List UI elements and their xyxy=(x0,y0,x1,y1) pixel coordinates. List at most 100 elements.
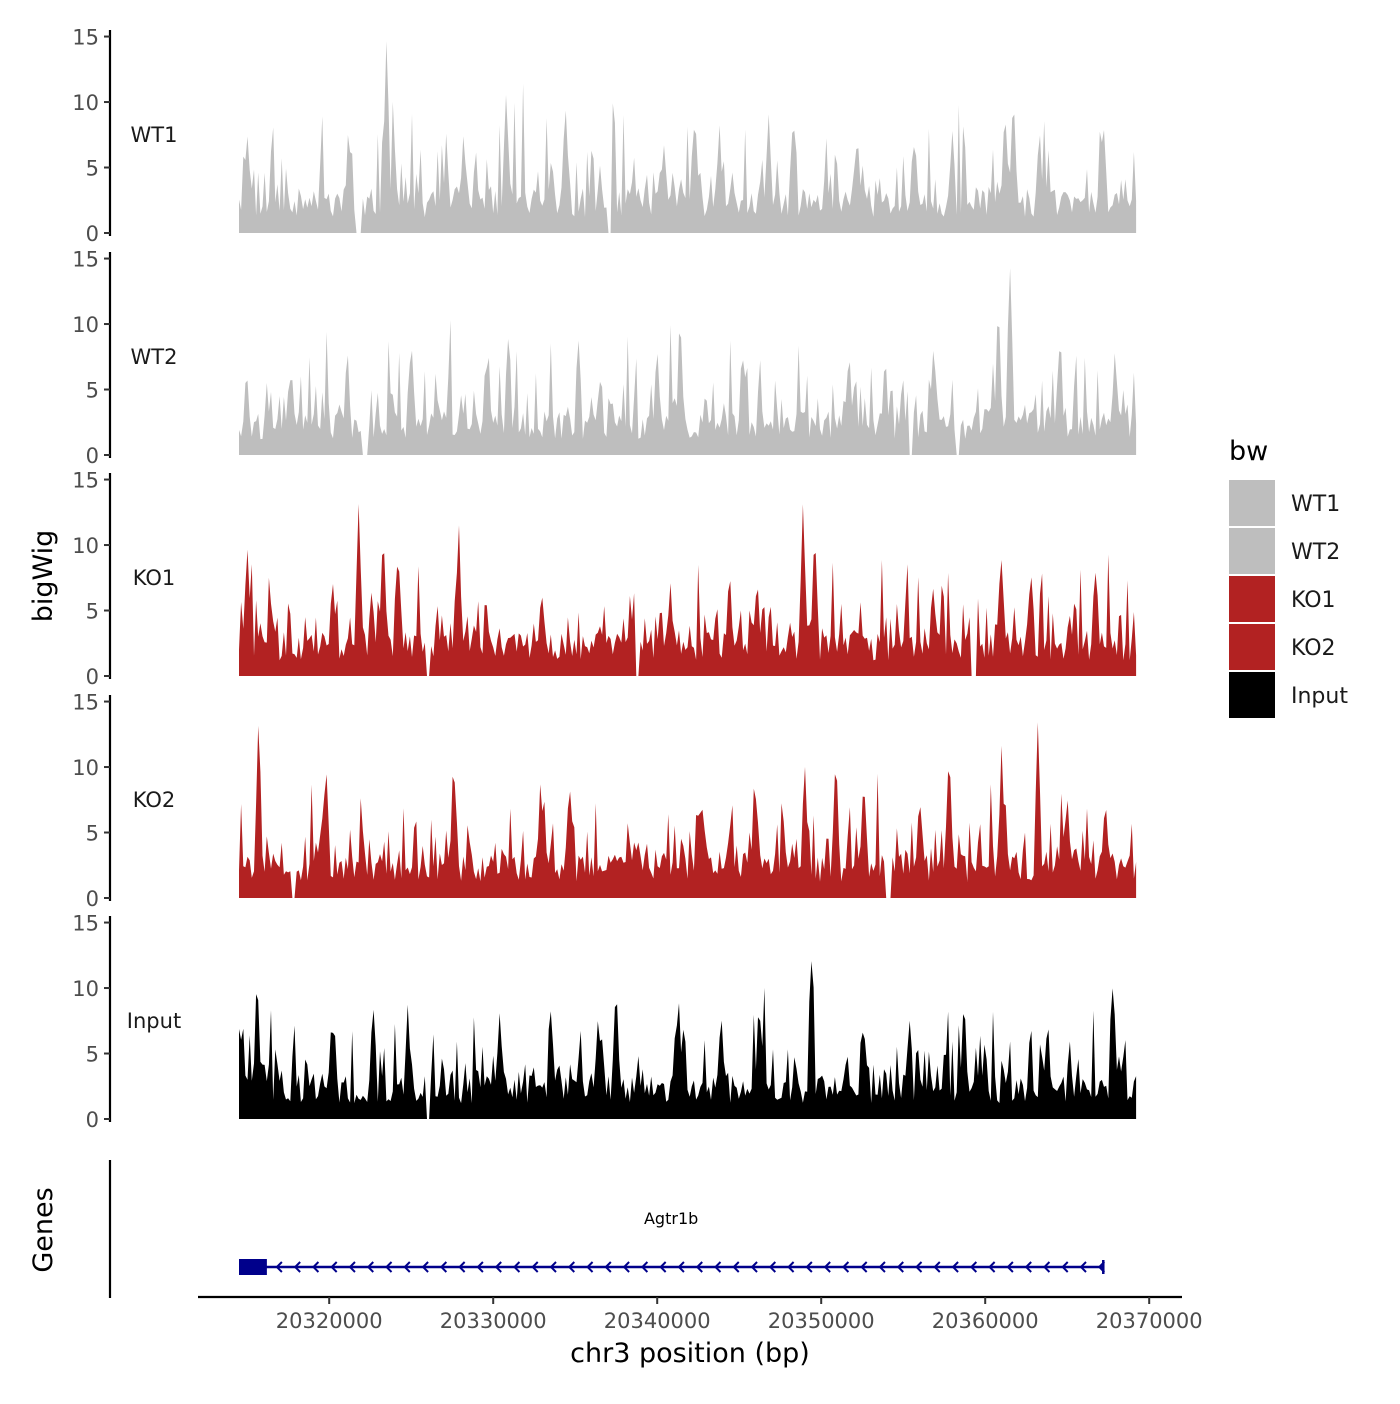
y-tick-label: 15 xyxy=(72,248,99,272)
strand-arrow xyxy=(933,1261,941,1273)
x-tick-label: 20330000 xyxy=(440,1309,547,1333)
legend-title: bw xyxy=(1229,436,1268,467)
y-tick-label: 15 xyxy=(72,469,99,493)
strand-arrow xyxy=(823,1261,831,1273)
x-tick-label: 20320000 xyxy=(276,1309,383,1333)
strand-arrow xyxy=(458,1261,466,1273)
genes-panel: Genes Agtr1b xyxy=(28,1160,1105,1298)
strand-arrow xyxy=(622,1261,630,1273)
strand-arrow xyxy=(549,1261,557,1273)
strand-arrow xyxy=(878,1261,886,1273)
strand-arrow xyxy=(330,1261,338,1273)
strand-arrow xyxy=(732,1261,740,1273)
strand-arrow xyxy=(750,1261,758,1273)
legend: bw WT1 WT2 KO1 KO2 Input xyxy=(1229,436,1348,718)
strand-arrow xyxy=(366,1261,374,1273)
y-tick-label: 5 xyxy=(86,1043,99,1067)
track-label: KO2 xyxy=(133,788,176,812)
y-tick-label: 0 xyxy=(86,887,99,911)
strand-arrow xyxy=(695,1261,703,1273)
strand-arrow xyxy=(896,1261,904,1273)
strand-arrow xyxy=(1043,1261,1051,1273)
y-tick-label: 15 xyxy=(72,691,99,715)
track-panel-wt2: 0 5 10 15 WT2 xyxy=(72,248,1137,468)
track-label: KO1 xyxy=(133,566,176,590)
strand-arrow xyxy=(1079,1261,1087,1273)
x-tick-label: 20340000 xyxy=(604,1309,711,1333)
strand-arrow xyxy=(969,1261,978,1273)
strand-arrow xyxy=(805,1261,813,1273)
strand-arrow xyxy=(1061,1261,1069,1273)
strand-arrow xyxy=(476,1261,484,1273)
legend-label: KO2 xyxy=(1291,636,1336,661)
legend-swatch-ko2 xyxy=(1229,624,1275,670)
y-tick-label: 10 xyxy=(72,313,99,337)
track-panel-wt1: 0 5 10 15 WT1 xyxy=(72,26,1137,246)
y-axis-title: bigWig xyxy=(28,530,59,623)
x-axis: 20320000 20330000 20340000 20350000 20360000… xyxy=(198,1295,1203,1333)
x-tick-label: 20370000 xyxy=(1096,1309,1203,1333)
legend-label: Input xyxy=(1291,684,1348,709)
legend-swatch-wt1 xyxy=(1229,480,1275,526)
strand-arrow xyxy=(312,1261,320,1273)
strand-arrow xyxy=(714,1261,722,1273)
strand-arrow xyxy=(787,1261,795,1273)
strand-arrow xyxy=(385,1261,393,1273)
legend-swatch-input xyxy=(1229,672,1275,718)
y-tick-label: 10 xyxy=(72,756,99,780)
strand-arrow xyxy=(275,1261,283,1273)
strand-arrow xyxy=(586,1261,594,1273)
strand-arrow xyxy=(659,1261,667,1273)
strand-arrow xyxy=(1024,1261,1032,1273)
strand-arrow xyxy=(768,1261,777,1273)
legend-label: WT1 xyxy=(1291,492,1340,517)
y-tick-label: 10 xyxy=(72,91,99,115)
y-tick-label: 10 xyxy=(72,977,99,1001)
gene-name-label: Agtr1b xyxy=(644,1209,698,1228)
strand-arrow xyxy=(403,1261,411,1273)
strand-arrow xyxy=(988,1261,996,1273)
y-tick-label: 0 xyxy=(86,222,99,246)
coverage-area-wt2 xyxy=(239,268,1137,455)
strand-arrow xyxy=(860,1261,868,1273)
legend-label: WT2 xyxy=(1291,540,1340,565)
track-label: WT2 xyxy=(131,345,178,369)
x-tick-label: 20350000 xyxy=(768,1309,875,1333)
strand-arrow xyxy=(951,1261,959,1273)
y-tick-label: 5 xyxy=(86,157,99,181)
track-label: WT1 xyxy=(131,123,178,147)
strand-arrow xyxy=(1006,1261,1014,1273)
strand-arrow xyxy=(915,1261,923,1273)
strand-arrow xyxy=(567,1261,575,1273)
x-tick-label: 20360000 xyxy=(932,1309,1039,1333)
legend-swatch-wt2 xyxy=(1229,528,1275,574)
strand-arrow xyxy=(439,1261,448,1273)
y-tick-label: 15 xyxy=(72,26,99,50)
legend-label: KO1 xyxy=(1291,588,1336,613)
strand-arrow xyxy=(513,1261,521,1273)
legend-swatch-ko1 xyxy=(1229,576,1275,622)
y-tick-label: 5 xyxy=(86,822,99,846)
track-panel-ko2: 0 5 10 15 KO2 xyxy=(72,691,1137,911)
y-tick-label: 5 xyxy=(86,600,99,624)
x-axis-title: chr3 position (bp) xyxy=(570,1338,810,1369)
coverage-area-ko2 xyxy=(239,722,1137,898)
y-tick-label: 15 xyxy=(72,912,99,936)
coverage-area-wt1 xyxy=(239,41,1137,233)
track-label: Input xyxy=(127,1009,181,1033)
track-panel-input: 0 5 10 15 Input xyxy=(72,912,1137,1132)
y-tick-label: 0 xyxy=(86,444,99,468)
strand-arrow xyxy=(293,1261,301,1273)
strand-arrow xyxy=(604,1261,612,1273)
coverage-area-input xyxy=(239,961,1137,1119)
strand-arrow xyxy=(421,1261,429,1273)
strand-arrow xyxy=(677,1261,685,1273)
y-tick-label: 0 xyxy=(86,665,99,689)
track-panel-ko1: 0 5 10 15 KO1 xyxy=(72,469,1137,689)
y-tick-label: 5 xyxy=(86,379,99,403)
strand-arrow xyxy=(640,1261,649,1273)
coverage-area-ko1 xyxy=(239,504,1137,676)
y-tick-label: 0 xyxy=(86,1108,99,1132)
